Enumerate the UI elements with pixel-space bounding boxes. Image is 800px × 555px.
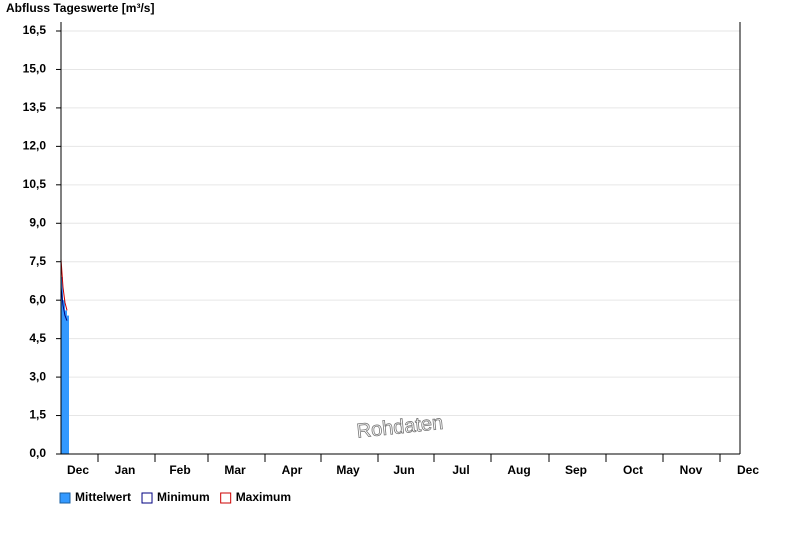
y-tick-label: 4,5 [29,331,46,345]
x-tick-label: Aug [507,463,530,477]
legend-item: Mittelwert [59,490,131,504]
y-tick-label: 1,5 [29,408,46,422]
bar [63,300,65,454]
bar [65,310,67,454]
bar [61,277,63,454]
x-tick-label: Jun [393,463,414,477]
x-tick-label: May [336,463,360,477]
y-tick-label: 15,0 [23,62,47,76]
x-tick-label: Sep [565,463,587,477]
legend-label: Maximum [236,490,291,504]
x-tick-label: Nov [680,463,703,477]
x-tick-label: Jan [115,463,136,477]
x-tick-label: Jul [452,463,469,477]
legend-item: Minimum [141,490,210,504]
legend-item: Maximum [220,490,291,504]
x-tick-label: Dec [737,463,759,477]
y-tick-label: 6,0 [29,292,46,306]
legend-swatch [59,492,71,504]
x-tick-label: Feb [169,463,190,477]
chart-title: Abfluss Tageswerte [m³/s] [6,1,154,15]
watermark: Rohdaten [356,412,445,443]
y-tick-label: 16,5 [23,23,47,37]
x-tick-label: Dec [67,463,89,477]
legend-label: Minimum [157,490,210,504]
legend-swatch [220,492,232,504]
y-tick-label: 9,0 [29,215,46,229]
y-tick-label: 12,0 [23,139,47,153]
x-tick-label: Oct [623,463,643,477]
series-line [60,287,68,321]
y-tick-label: 7,5 [29,254,46,268]
x-tick-label: Mar [224,463,246,477]
y-tick-label: 0,0 [29,446,46,460]
bar [67,315,69,454]
y-tick-label: 13,5 [23,100,47,114]
y-tick-label: 3,0 [29,369,46,383]
legend-swatch [141,492,153,504]
legend-label: Mittelwert [75,490,131,504]
y-tick-label: 10,5 [23,177,47,191]
series-line [60,259,68,311]
x-tick-label: Apr [282,463,303,477]
